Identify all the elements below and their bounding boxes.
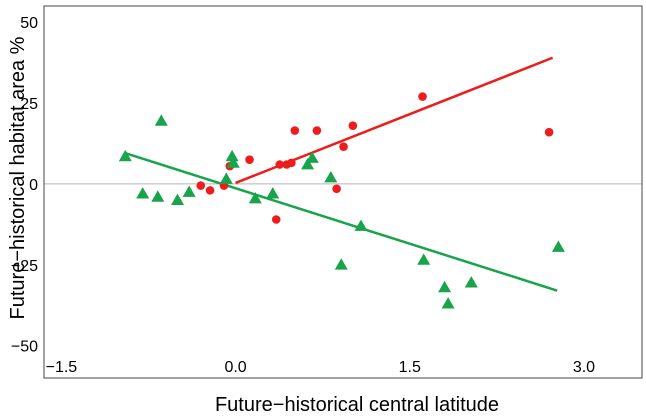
y-tick-label: −25 xyxy=(11,258,38,275)
data-points xyxy=(118,92,565,309)
red-circle-point xyxy=(332,184,341,194)
plot-area-frame xyxy=(43,5,643,379)
y-tick-label: 50 xyxy=(20,15,38,32)
x-tick-label: 1.5 xyxy=(399,359,421,376)
green-triangle-point xyxy=(182,185,196,197)
y-tick-label: −50 xyxy=(11,339,38,356)
green-triangle-point xyxy=(551,240,565,252)
green-triangle-point xyxy=(305,151,319,163)
red-circle-point xyxy=(275,160,285,169)
green-triangle-point xyxy=(417,253,431,265)
green-triangle-point xyxy=(136,187,150,199)
green-triangle-point xyxy=(324,170,338,183)
green-triangle-point xyxy=(248,191,262,204)
y-axis-title: Future−historical habitat area % xyxy=(7,36,29,319)
red-circle-point xyxy=(196,181,206,190)
red-circle-point xyxy=(287,158,296,168)
x-tick-label: 0.0 xyxy=(224,359,246,376)
red-circle-point xyxy=(245,155,254,164)
green-triangle-point xyxy=(171,193,185,205)
green-triangle-point xyxy=(219,172,233,184)
x-axis-ticks: −1.5 0.0 1.5 3.0 xyxy=(46,359,596,376)
x-axis-title: Future−historical central latitude xyxy=(215,394,499,416)
red-circle-point xyxy=(312,126,322,135)
green-triangle-point xyxy=(464,276,478,288)
green-triangle-point xyxy=(441,297,455,309)
green-triangle-point xyxy=(118,149,132,162)
green-triangle-point xyxy=(151,190,165,202)
green-trend-line xyxy=(124,151,558,292)
green-triangle-point xyxy=(225,149,239,162)
x-tick-label: −1.5 xyxy=(46,359,78,376)
green-triangle-point xyxy=(301,158,315,170)
green-triangle-point xyxy=(354,219,368,231)
red-circle-point xyxy=(290,126,300,135)
red-circle-point xyxy=(348,121,358,130)
green-triangle-point xyxy=(154,114,168,126)
green-triangle-point xyxy=(438,280,452,293)
red-circle-point xyxy=(418,92,427,101)
green-triangle-point xyxy=(334,258,348,270)
green-triangle-point xyxy=(226,156,240,168)
red-circle-point xyxy=(205,186,215,195)
y-tick-label: 25 xyxy=(20,96,38,113)
x-tick-label: 3.0 xyxy=(573,359,595,376)
y-axis-ticks: 50 25 0 −25 −50 xyxy=(11,15,38,355)
red-circle-point xyxy=(339,142,348,152)
red-circle-point xyxy=(271,215,281,224)
green-triangle-point xyxy=(266,187,280,199)
y-tick-label: 0 xyxy=(29,177,38,194)
red-circle-point xyxy=(544,127,554,137)
